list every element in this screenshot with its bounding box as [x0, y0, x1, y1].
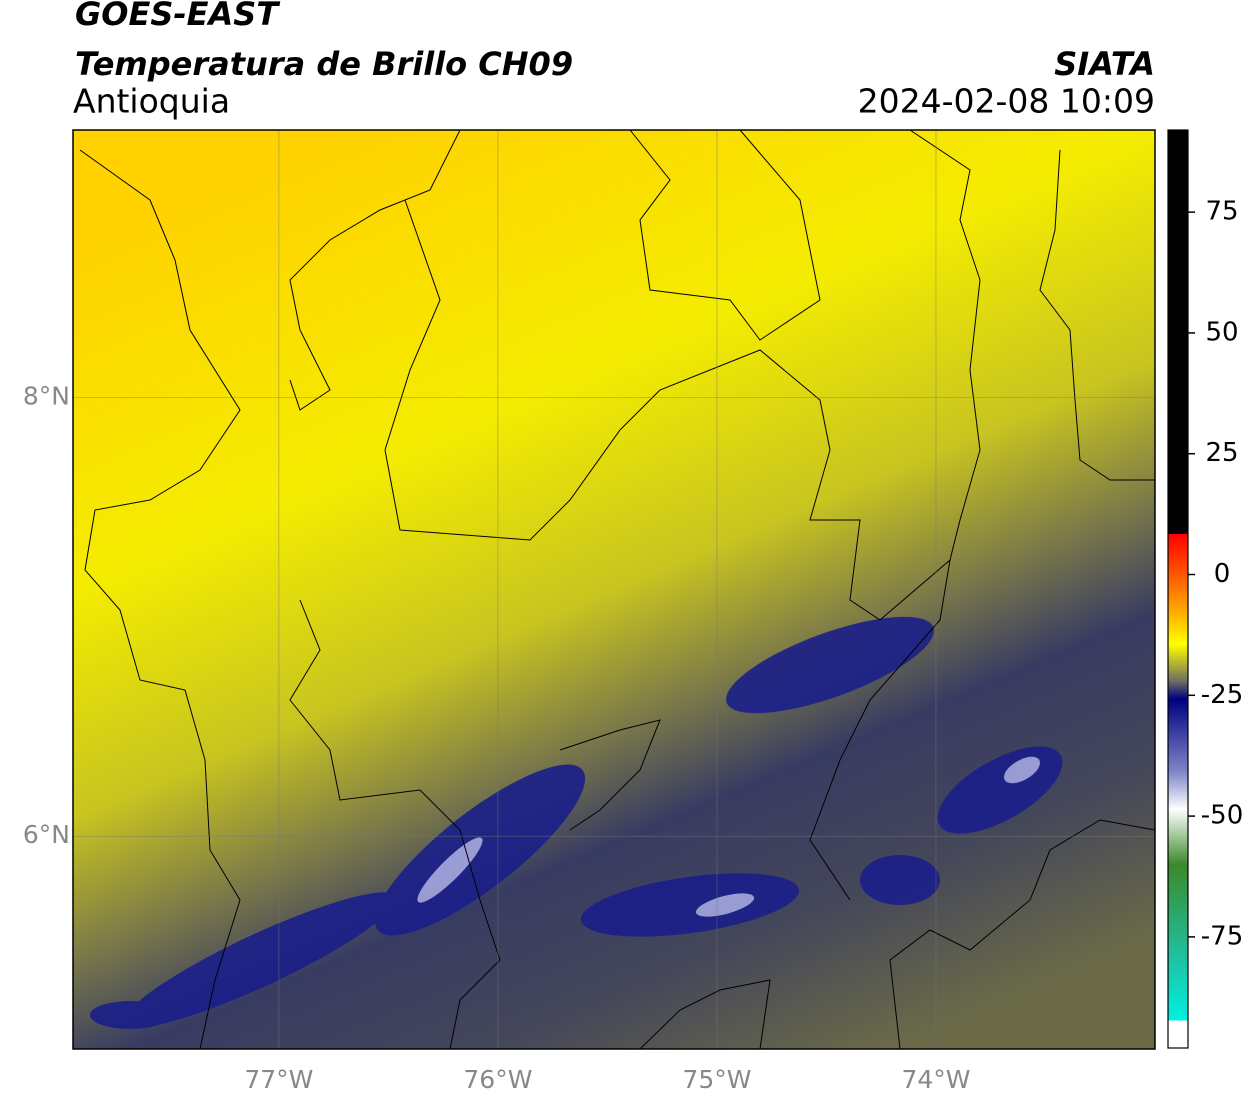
colorbar-tick-label: -75	[1201, 921, 1243, 951]
colorbar-tick-label: 50	[1205, 317, 1238, 347]
map-image	[73, 130, 1155, 1049]
colorbar-ticks: 75 50 25 0 -25 -50 -75	[1188, 197, 1243, 951]
colorbar-tick-label: -25	[1201, 680, 1243, 710]
y-tick-label: 8°N	[23, 382, 70, 411]
timestamp: 2024-02-08 10:09	[858, 82, 1155, 121]
colorbar-tick-label: 75	[1205, 197, 1238, 227]
source: SIATA	[1054, 45, 1155, 83]
title: GOES-EAST	[75, 0, 280, 33]
subtitle: Temperatura de Brillo CH09	[75, 45, 573, 83]
map-frame	[72, 129, 1156, 1050]
graticule	[73, 130, 1155, 1049]
colorbar-tick-label: -50	[1201, 801, 1243, 831]
x-tick-label: 77°W	[244, 1065, 313, 1094]
y-tick-label: 6°N	[23, 820, 70, 849]
colorbar-tick-label: 0	[1214, 559, 1231, 589]
x-tick-label: 76°W	[463, 1065, 532, 1094]
x-tick-label: 75°W	[682, 1065, 751, 1094]
region: Antioquia	[73, 82, 230, 121]
colorbar	[1167, 129, 1189, 1049]
colorbar-tick-label: 25	[1205, 438, 1238, 468]
x-tick-label: 74°W	[901, 1065, 970, 1094]
